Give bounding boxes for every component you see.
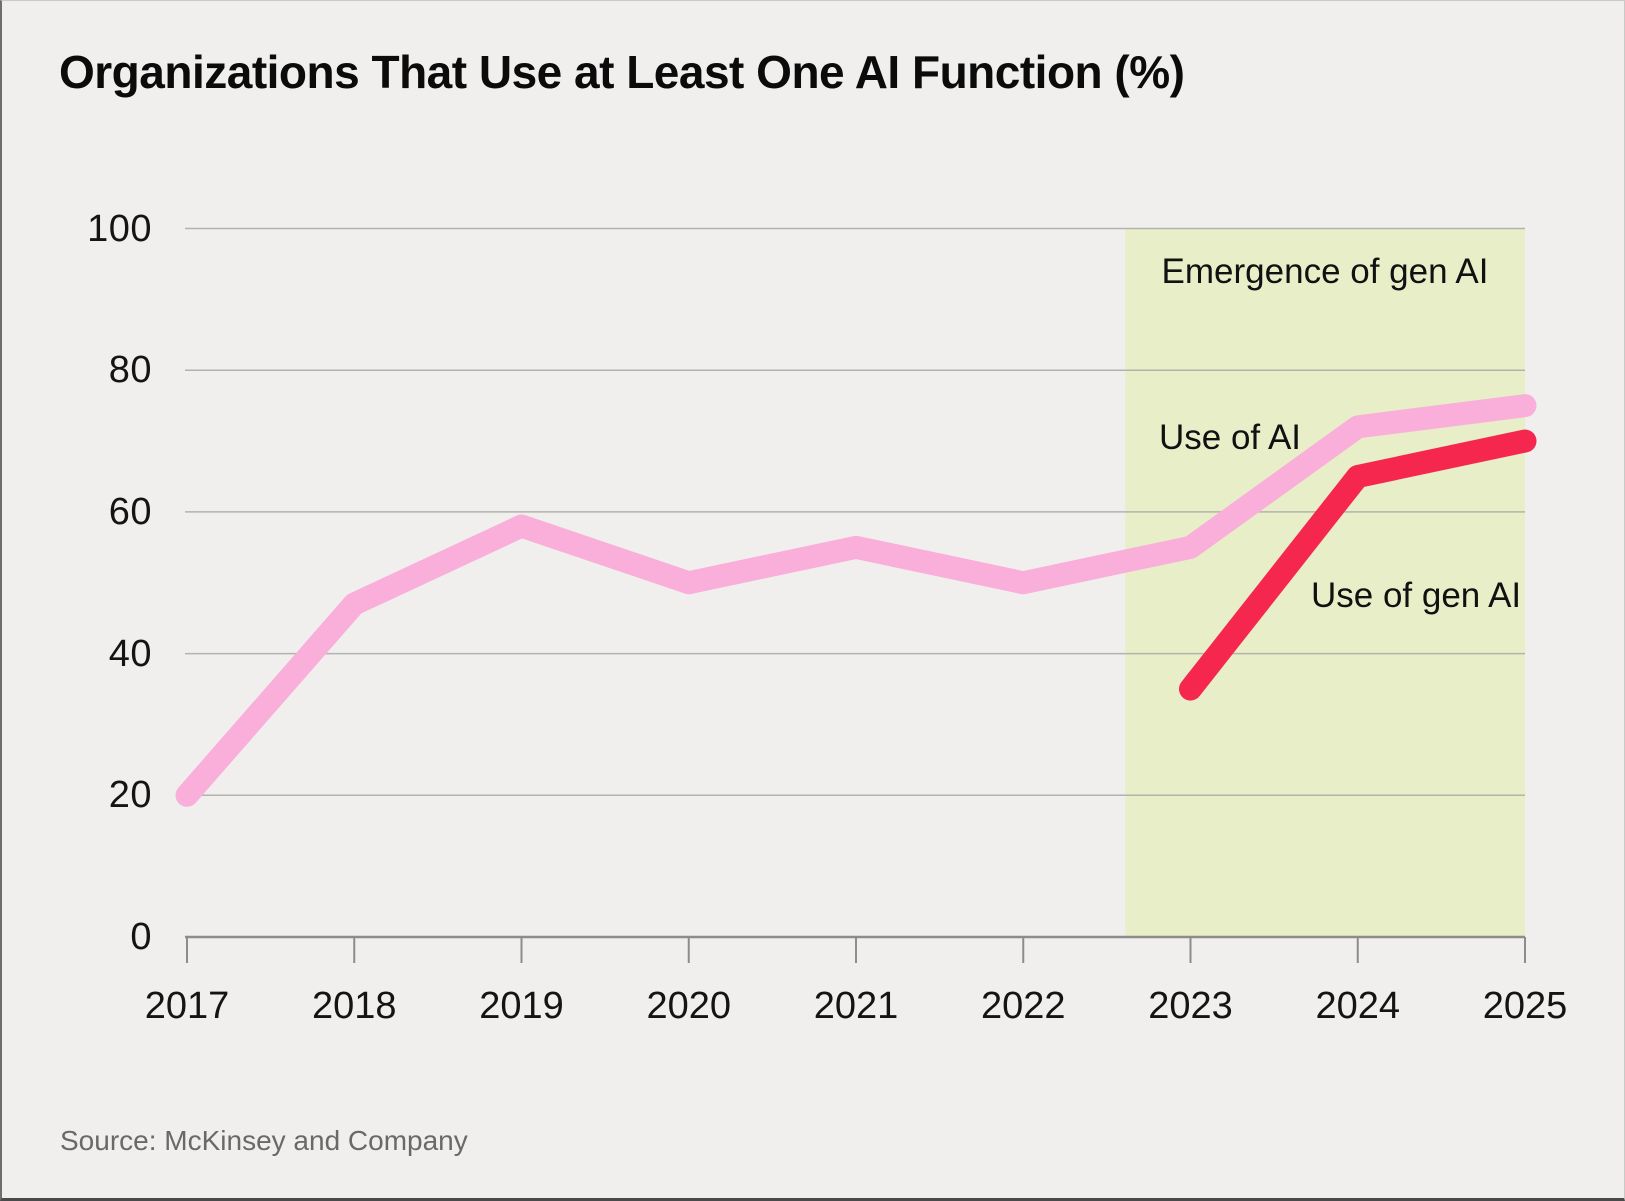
y-axis-label-60: 60: [108, 490, 152, 533]
x-axis-label-2019: 2019: [479, 985, 564, 1027]
x-axis-label-2020: 2020: [646, 985, 732, 1027]
x-axis-label-2025: 2025: [1482, 985, 1568, 1027]
series-line-use-of-gen-ai: [1179, 429, 1537, 701]
x-axis-label-2018: 2018: [311, 985, 397, 1027]
x-axis-label-2023: 2023: [1148, 985, 1233, 1027]
source-note: Source: McKinsey and Company: [60, 1125, 468, 1156]
shaded-region-gen-ai: [1125, 228, 1525, 937]
series-label-use-of-gen-ai: Use of gen AI: [1311, 576, 1522, 615]
x-axis-label-2022: 2022: [980, 985, 1066, 1027]
y-axis-label-0: 0: [130, 916, 152, 958]
chart-title: Organizations That Use at Least One AI F…: [59, 46, 1185, 98]
y-axis-label-80: 80: [108, 349, 152, 392]
x-axis-label-2021: 2021: [813, 985, 899, 1027]
y-axis-label-40: 40: [108, 632, 152, 675]
x-axis-label-2024: 2024: [1315, 985, 1401, 1027]
y-axis-label-100: 100: [87, 207, 152, 250]
series-line-use-of-ai: [175, 394, 1537, 807]
y-axis-label-20: 20: [108, 774, 152, 817]
x-axis-label-2017: 2017: [144, 985, 230, 1027]
shaded-region-label: Emergence of gen AI: [1161, 252, 1489, 291]
series-label-use-of-ai: Use of AI: [1159, 418, 1302, 457]
